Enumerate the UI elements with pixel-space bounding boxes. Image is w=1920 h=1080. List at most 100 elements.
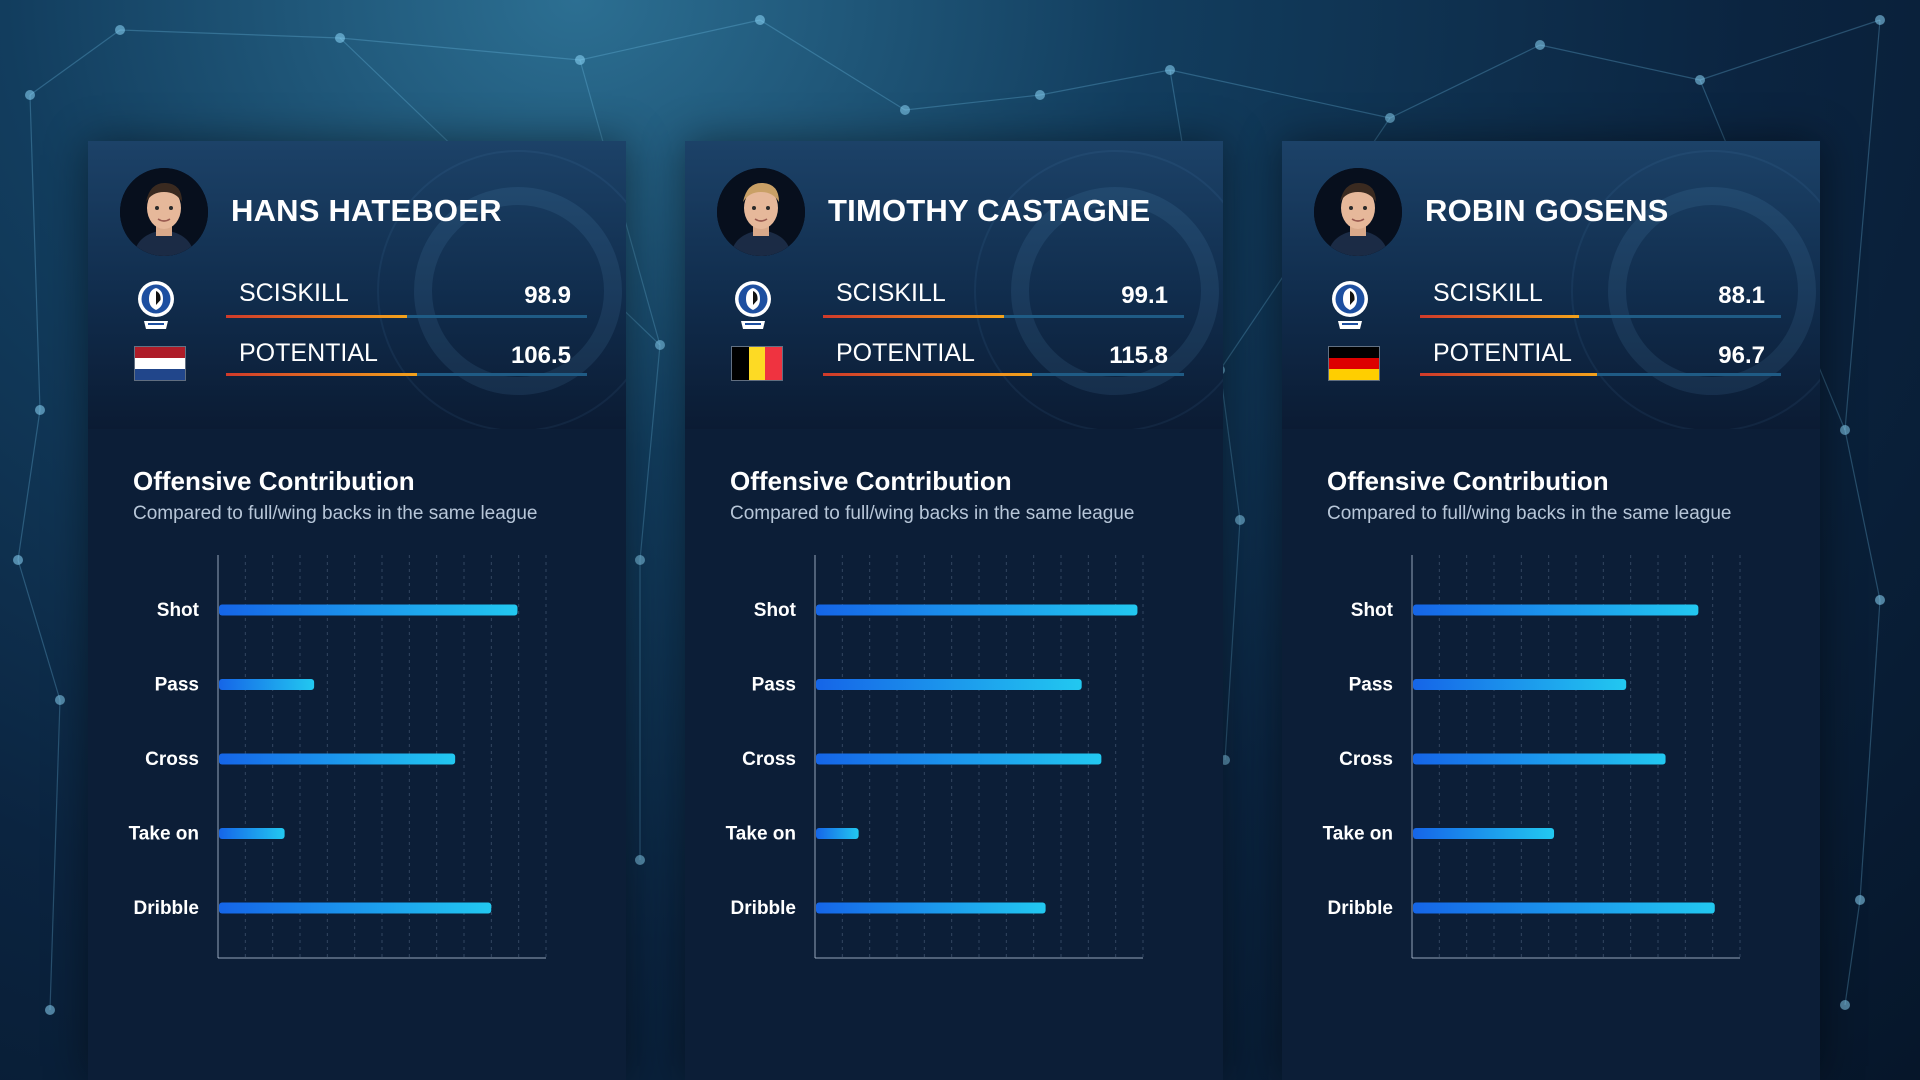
- network-node: [1535, 40, 1545, 50]
- category-label: Pass: [155, 675, 199, 696]
- network-node: [1695, 75, 1705, 85]
- flag-stripe: [1329, 358, 1379, 369]
- player-name: TIMOTHY CASTAGNE: [828, 193, 1151, 228]
- potential-value: 96.7: [1718, 342, 1765, 369]
- flag-stripe: [1329, 369, 1379, 380]
- network-line: [1844, 19, 1881, 431]
- network-line: [1844, 429, 1881, 601]
- player-avatar: [1314, 168, 1402, 256]
- bar-cross: [816, 753, 1102, 765]
- sciskill-value: 98.9: [524, 282, 571, 309]
- network-node: [575, 55, 585, 65]
- club-crest-icon: [1330, 277, 1370, 331]
- category-label: Cross: [145, 749, 199, 770]
- netherlands-flag-icon: [135, 347, 185, 380]
- bar-pass: [219, 679, 315, 690]
- network-line: [1224, 519, 1241, 761]
- sciskill-bar-fill: [1420, 315, 1579, 318]
- x-tick-high: High: [1131, 968, 1160, 969]
- network-line: [29, 29, 121, 96]
- network-node: [1840, 1000, 1850, 1010]
- header-decoration: [377, 150, 626, 429]
- network-node: [55, 695, 65, 705]
- section-subtitle: Compared to full/wing backs in the same …: [133, 503, 538, 524]
- bar-dribble: [1413, 902, 1715, 914]
- network-node: [335, 33, 345, 43]
- category-label: Shot: [157, 600, 200, 621]
- section-title: Offensive Contribution: [1327, 466, 1609, 496]
- network-node: [1855, 895, 1865, 905]
- network-line: [119, 29, 341, 39]
- sciskill-bar: [823, 315, 1184, 318]
- potential-label: POTENTIAL: [239, 339, 378, 367]
- network-line: [1389, 44, 1541, 119]
- potential-value: 106.5: [510, 342, 571, 369]
- category-label: Pass: [1349, 675, 1393, 696]
- bar-shot: [219, 604, 518, 616]
- potential-bar-fill: [1420, 373, 1597, 376]
- network-node: [635, 855, 645, 865]
- network-line: [1859, 599, 1881, 901]
- network-line: [579, 19, 761, 61]
- network-node: [1385, 113, 1395, 123]
- bar-dribble: [219, 902, 492, 914]
- network-line: [29, 94, 41, 411]
- bar-pass: [816, 679, 1082, 690]
- category-label: Dribble: [134, 898, 199, 919]
- network-node: [115, 25, 125, 35]
- bar-pass: [1413, 679, 1627, 690]
- network-line: [1844, 899, 1861, 1006]
- network-node: [1875, 595, 1885, 605]
- belgium-flag-icon: [732, 347, 782, 380]
- category-label: Shot: [754, 600, 797, 621]
- section-subtitle: Compared to full/wing backs in the same …: [1327, 503, 1732, 524]
- player-avatar: [717, 168, 805, 256]
- section-title: Offensive Contribution: [133, 466, 415, 496]
- potential-label: POTENTIAL: [836, 339, 975, 367]
- potential-value: 115.8: [1109, 342, 1168, 369]
- network-line: [17, 559, 61, 701]
- network-node: [1235, 515, 1245, 525]
- club-crest-icon: [136, 277, 176, 331]
- sciskill-label: SCISKILL: [1433, 279, 1543, 307]
- x-tick-high: High: [1728, 968, 1757, 969]
- category-label: Take on: [726, 824, 796, 845]
- category-label: Take on: [129, 824, 199, 845]
- network-node: [1035, 90, 1045, 100]
- network-line: [1219, 369, 1241, 521]
- network-node: [45, 1005, 55, 1015]
- network-line: [904, 94, 1041, 111]
- network-node: [1875, 15, 1885, 25]
- potential-label: POTENTIAL: [1433, 339, 1572, 367]
- player-avatar: [120, 168, 208, 256]
- flag-stripe: [732, 347, 749, 380]
- network-node: [1165, 65, 1175, 75]
- sciskill-value: 99.1: [1121, 282, 1168, 309]
- network-node: [755, 15, 765, 25]
- sciskill-bar-fill: [226, 315, 407, 318]
- player-name: ROBIN GOSENS: [1425, 193, 1669, 228]
- network-node: [25, 90, 35, 100]
- section-title: Offensive Contribution: [730, 466, 1012, 496]
- bar-cross: [219, 753, 456, 765]
- x-tick-high: High: [534, 968, 563, 969]
- potential-bar-fill: [823, 373, 1033, 376]
- category-label: Cross: [742, 749, 796, 770]
- network-node: [655, 340, 665, 350]
- bar-take-on: [1413, 828, 1555, 839]
- category-label: Pass: [752, 675, 796, 696]
- sciskill-bar: [226, 315, 587, 318]
- network-line: [759, 19, 906, 111]
- bar-take-on: [816, 828, 859, 839]
- header-decoration: [1571, 150, 1820, 429]
- potential-bar: [226, 373, 587, 376]
- sciskill-label: SCISKILL: [239, 279, 349, 307]
- player-card: HANS HATEBOER SCISKILL 98.9 POTENTIAL 106.5 O…: [88, 141, 626, 1080]
- network-line: [639, 344, 661, 561]
- flag-stripe: [135, 358, 185, 369]
- bar-take-on: [219, 828, 285, 839]
- bar-shot: [1413, 604, 1699, 616]
- network-node: [13, 555, 23, 565]
